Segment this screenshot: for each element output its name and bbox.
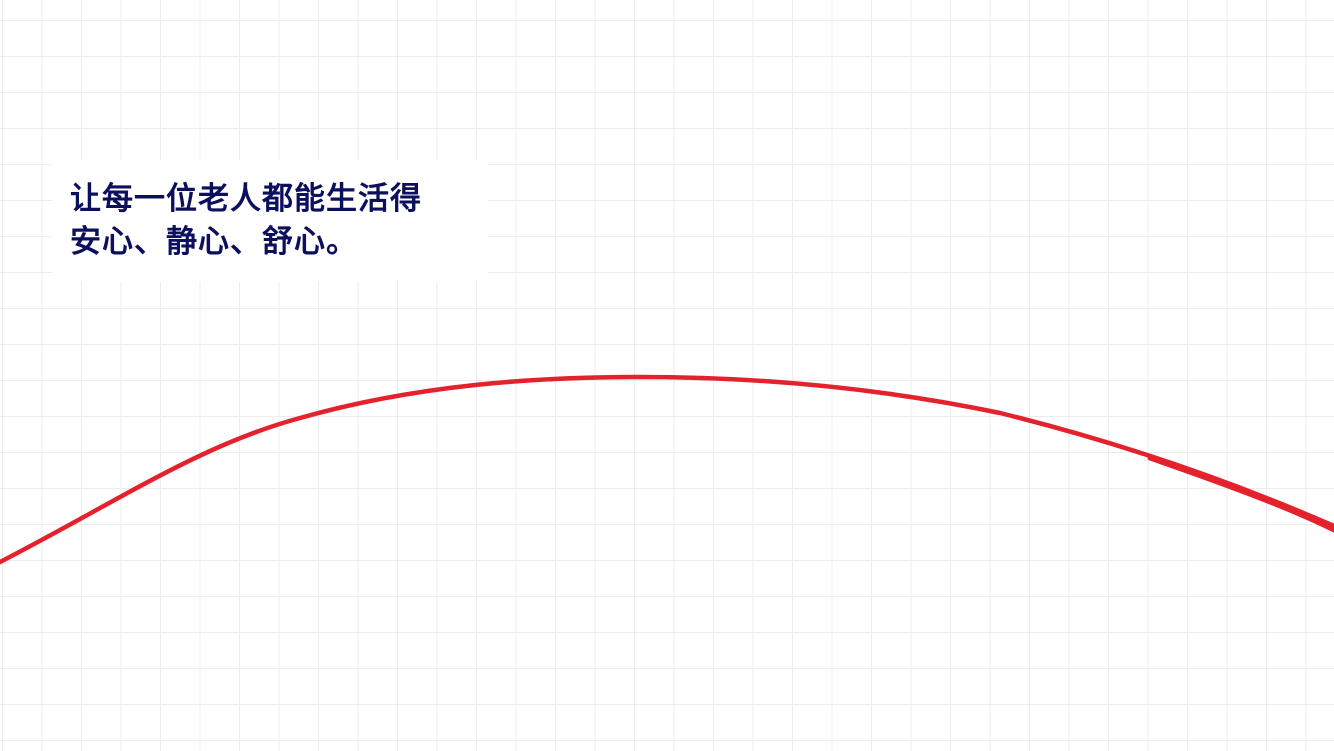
headline: 让每一位老人都能生活得 安心、静心、舒心。 — [70, 178, 422, 264]
red-curve-stroke — [0, 374, 1334, 565]
headline-line-2: 安心、静心、舒心。 — [70, 224, 358, 260]
headline-backdrop — [52, 160, 488, 282]
red-curve-thickening — [1147, 455, 1334, 533]
headline-line-1: 让每一位老人都能生活得 — [70, 181, 422, 217]
